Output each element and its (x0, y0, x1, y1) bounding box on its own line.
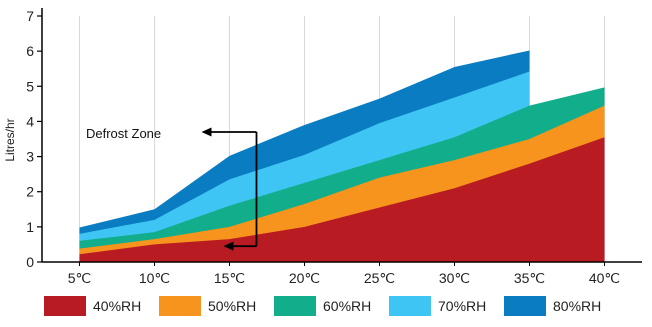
legend-swatch-80pct-rh (504, 296, 546, 316)
y-tick-label-2: 2 (26, 184, 34, 200)
legend-swatch-50pct-rh (159, 296, 201, 316)
legend-swatch-60pct-rh (274, 296, 316, 316)
legend: 40%RH 50%RH 60%RH 70%RH 80%RH (44, 296, 601, 316)
x-tick-label-6: 35℃ (514, 270, 545, 286)
y-axis-title: Litres/hr (3, 118, 17, 161)
legend-label-40pct-rh: 40%RH (93, 298, 141, 314)
defrost-zone-label: Defrost Zone (86, 126, 161, 141)
legend-swatch-70pct-rh (389, 296, 431, 316)
legend-label-80pct-rh: 80%RH (553, 298, 601, 314)
legend-swatch-40pct-rh (44, 296, 86, 316)
x-tick-label-0: 5℃ (68, 270, 92, 286)
y-tick-label-3: 3 (26, 149, 34, 165)
area-layer (79, 50, 605, 262)
y-tick-label-5: 5 (26, 78, 34, 94)
x-tick-label-7: 40℃ (589, 270, 620, 286)
y-tick-label-1: 1 (26, 219, 34, 235)
x-tick-label-5: 30℃ (439, 270, 470, 286)
legend-label-70pct-rh: 70%RH (438, 298, 486, 314)
defrost-arrow-upper-head (201, 127, 212, 137)
legend-label-60pct-rh: 60%RH (323, 298, 371, 314)
area-series-40pct-rh (79, 137, 605, 262)
annotation-layer: Defrost Zone (86, 126, 258, 251)
y-tick-label-6: 6 (26, 43, 34, 59)
legend-label-50pct-rh: 50%RH (208, 298, 256, 314)
y-tick-label-7: 7 (26, 8, 34, 24)
y-tick-label-0: 0 (26, 254, 34, 270)
x-tick-label-1: 10℃ (139, 270, 170, 286)
axis-layer: 0 1 2 3 4 5 6 7 5℃ 10℃ 15℃ 20℃ 25℃ 30℃ 35℃ 40℃ (26, 8, 642, 286)
y-tick-label-4: 4 (26, 113, 34, 129)
x-tick-label-2: 15℃ (214, 270, 245, 286)
x-tick-label-4: 25℃ (364, 270, 395, 286)
x-tick-label-3: 20℃ (289, 270, 320, 286)
defrost-arrow-lower-head (223, 241, 234, 251)
